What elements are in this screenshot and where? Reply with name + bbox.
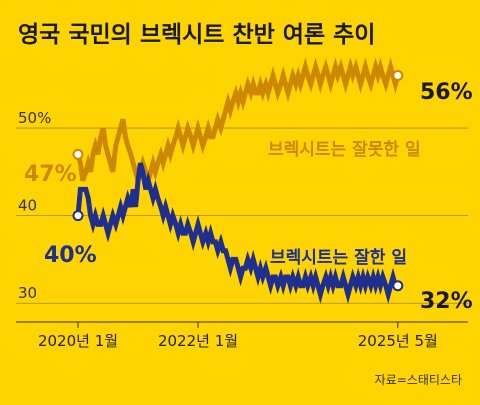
end-point-1 [392,280,404,292]
x-tick-label: 2025년 5월 [358,332,438,350]
source-note: 자료=스태티스타 [375,373,462,387]
end-label-wrong: 56% [420,80,473,105]
start-point-1 [72,210,84,222]
x-axis: 2020년 1월 2022년 1월 2025년 5월 [16,321,468,350]
start-point-0 [72,148,84,160]
series-endpoints [72,70,404,292]
series-label-wrong: 브렉시트는 잘못한 일 [268,139,421,160]
series-label-right: 브렉시트는 잘한 일 [270,247,407,268]
x-tick-label: 2022년 1월 [158,332,238,350]
end-point-0 [392,70,404,82]
y-tick-label: 30 [18,284,37,302]
series-line-0 [75,57,401,191]
chart-title: 영국 국민의 브렉시트 찬반 여론 추이 [18,22,375,48]
end-label-right: 32% [420,289,473,314]
series-line-1 [75,162,398,305]
start-label-wrong: 47% [24,162,77,187]
y-tick-label: 50% [18,109,51,127]
y-tick-label: 40 [18,197,37,215]
series-lines [75,57,401,305]
y-axis-tick-labels: 50% 40 30 [18,109,51,302]
start-label-right: 40% [44,243,97,268]
x-tick-label: 2020년 1월 [38,332,118,350]
